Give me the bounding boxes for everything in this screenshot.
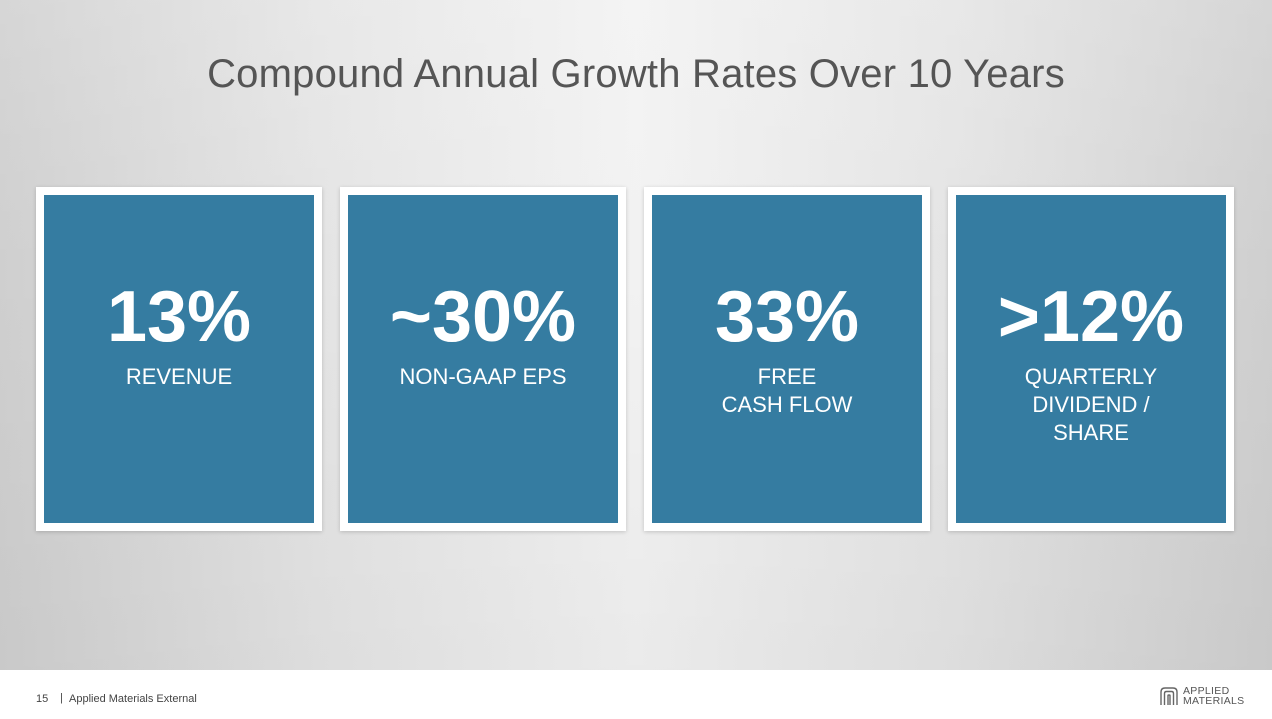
metric-label: FREE CASH FLOW: [662, 363, 912, 419]
page-number: 15: [36, 693, 49, 705]
metric-label-line: REVENUE: [125, 364, 233, 389]
applied-materials-logo: APPLIED MATERIALS: [1158, 685, 1244, 707]
slide-title: Compound Annual Growth Rates Over 10 Yea…: [207, 52, 1065, 96]
metric-card-revenue: 13% REVENUE: [36, 187, 322, 531]
slide-footer: 15 | Applied Materials External APPLIED …: [0, 670, 1272, 719]
metric-label: REVENUE: [54, 363, 304, 391]
slide-background: Compound Annual Growth Rates Over 10 Yea…: [0, 0, 1272, 670]
metric-value: 33%: [714, 277, 860, 357]
metric-card-non-gaap-eps: ~30% NON-GAAP EPS: [340, 187, 626, 531]
logo-wordmark: APPLIED MATERIALS: [1183, 685, 1245, 707]
metric-value: 13%: [106, 277, 252, 357]
metric-value: ~30%: [389, 277, 577, 357]
metric-card-quarterly-dividend: >12% QUARTERLY DIVIDEND / SHARE: [948, 187, 1234, 531]
metric-label-line: DIVIDEND /: [1032, 392, 1150, 417]
metric-label-line: QUARTERLY: [1024, 364, 1158, 389]
metric-value: >12%: [997, 277, 1185, 357]
footer-classification: Applied Materials External: [69, 693, 197, 705]
metric-label: QUARTERLY DIVIDEND / SHARE: [966, 363, 1216, 447]
metric-card-panel: 33% FREE CASH FLOW: [652, 195, 922, 523]
logo-mark-icon: [1160, 687, 1178, 705]
logo-line-1: APPLIED: [1183, 685, 1230, 697]
metric-label-line: FREE: [757, 364, 817, 389]
metric-label-line: CASH FLOW: [721, 392, 853, 417]
metric-label: NON-GAAP EPS: [358, 363, 608, 391]
metric-card-panel: 13% REVENUE: [44, 195, 314, 523]
metric-label-line: NON-GAAP EPS: [399, 364, 567, 389]
metric-label-line: SHARE: [1053, 420, 1129, 445]
footer-separator: |: [60, 692, 63, 704]
metric-card-panel: >12% QUARTERLY DIVIDEND / SHARE: [956, 195, 1226, 523]
logo-line-2: MATERIALS: [1183, 695, 1245, 707]
metric-card-panel: ~30% NON-GAAP EPS: [348, 195, 618, 523]
metric-card-free-cash-flow: 33% FREE CASH FLOW: [644, 187, 930, 531]
